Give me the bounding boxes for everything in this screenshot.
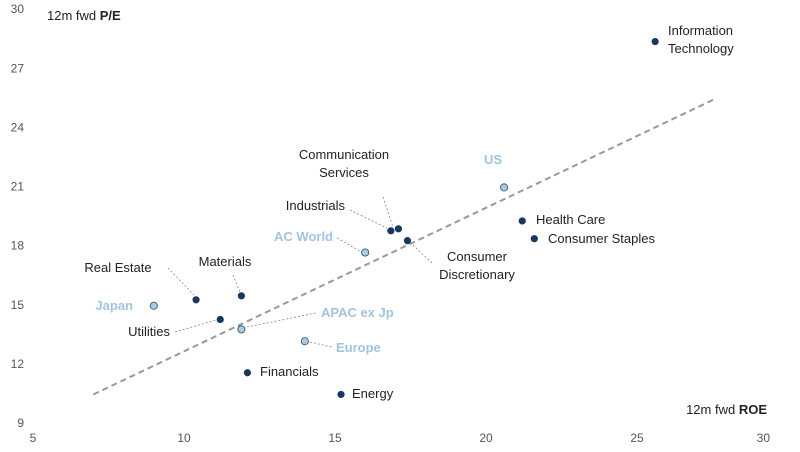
leader-line — [232, 274, 241, 293]
point — [337, 390, 345, 399]
point — [149, 301, 158, 310]
point — [530, 235, 538, 243]
point — [500, 183, 509, 192]
leader-line — [309, 341, 333, 348]
x-axis-title: 12m fwd ROE — [686, 402, 767, 417]
point — [403, 237, 412, 245]
y-tick-label: 24 — [11, 120, 25, 134]
point-label-line: Health Care — [536, 212, 605, 227]
y-axis-title: 12m fwd P/E — [47, 8, 121, 23]
point-label-line: Discretionary — [439, 267, 515, 282]
point-label: Europe — [336, 340, 381, 355]
x-axis-title-prefix: 12m fwd — [686, 402, 735, 417]
point-label: Materials — [199, 254, 252, 269]
point — [243, 369, 252, 377]
point — [518, 217, 526, 225]
point-label-line: Information — [668, 23, 733, 38]
point-label-line: Communication — [299, 147, 389, 162]
point — [394, 225, 403, 233]
x-tick-label: 15 — [328, 431, 342, 445]
leader-line — [412, 244, 434, 265]
x-tick-label: 5 — [30, 431, 37, 445]
point-label: Real Estate — [84, 260, 151, 275]
x-tick-label: 30 — [757, 431, 771, 445]
point-label: Consumer Discretionary — [439, 249, 515, 282]
point-label: Industrials — [286, 198, 346, 213]
point — [237, 325, 246, 334]
point-label: US — [484, 152, 502, 167]
leader-line — [246, 312, 317, 328]
y-tick-label: 9 — [17, 416, 24, 430]
y-axis-title-bold: P/E — [100, 8, 121, 23]
point-label-line: Utilities — [128, 324, 170, 339]
point-label: AC World — [274, 229, 333, 244]
point-label: Health Care — [536, 212, 605, 227]
y-tick-label: 21 — [11, 180, 25, 194]
point-label-line: Japan — [95, 298, 133, 313]
x-tick-label: 25 — [630, 431, 644, 445]
point — [387, 227, 395, 235]
y-tick-label: 12 — [11, 357, 25, 371]
point — [237, 292, 245, 300]
y-axis-title-prefix: 12m fwd — [47, 8, 96, 23]
point-label: Consumer Staples — [548, 231, 655, 246]
point-label-line: Financials — [260, 364, 319, 379]
leader-line — [167, 267, 195, 296]
point — [361, 248, 370, 257]
point-label-line: Europe — [336, 340, 381, 355]
point-label-line: Real Estate — [84, 260, 151, 275]
leader-line — [174, 319, 217, 333]
point-label: Communication Services — [299, 147, 389, 180]
leader-line — [349, 209, 388, 229]
point-label: Utilities — [128, 324, 170, 339]
point — [651, 37, 659, 46]
x-tick-label: 10 — [177, 431, 191, 445]
point-label-line: Materials — [199, 254, 252, 269]
point-label-line: Industrials — [286, 198, 346, 213]
point-label: Financials — [260, 364, 319, 379]
point-label-line: Consumer Staples — [548, 231, 655, 246]
y-tick-label: 30 — [11, 2, 25, 16]
x-tick-label: 20 — [479, 431, 493, 445]
point — [216, 315, 224, 324]
point — [192, 296, 200, 304]
point-label: Information Technology — [668, 23, 734, 56]
point-label-line: AC World — [274, 229, 333, 244]
point — [300, 337, 309, 346]
point-label-line: Energy — [352, 386, 394, 401]
leader-line — [336, 237, 361, 252]
point-label: Japan — [95, 298, 133, 313]
leader-line — [382, 196, 394, 228]
y-tick-label: 27 — [11, 61, 25, 75]
trend-line — [92, 97, 716, 396]
y-tick-label: 18 — [11, 239, 25, 253]
point-label-line: Services — [319, 165, 369, 180]
y-tick-label: 15 — [11, 298, 25, 312]
x-axis-title-bold: ROE — [739, 402, 768, 417]
point-label-line: Technology — [668, 41, 734, 56]
point-label-line: Consumer — [447, 249, 508, 264]
point-label: Energy — [352, 386, 394, 401]
point-label-line: APAC ex Jp — [321, 305, 394, 320]
point-label: APAC ex Jp — [321, 305, 394, 320]
point-label-line: US — [484, 152, 502, 167]
